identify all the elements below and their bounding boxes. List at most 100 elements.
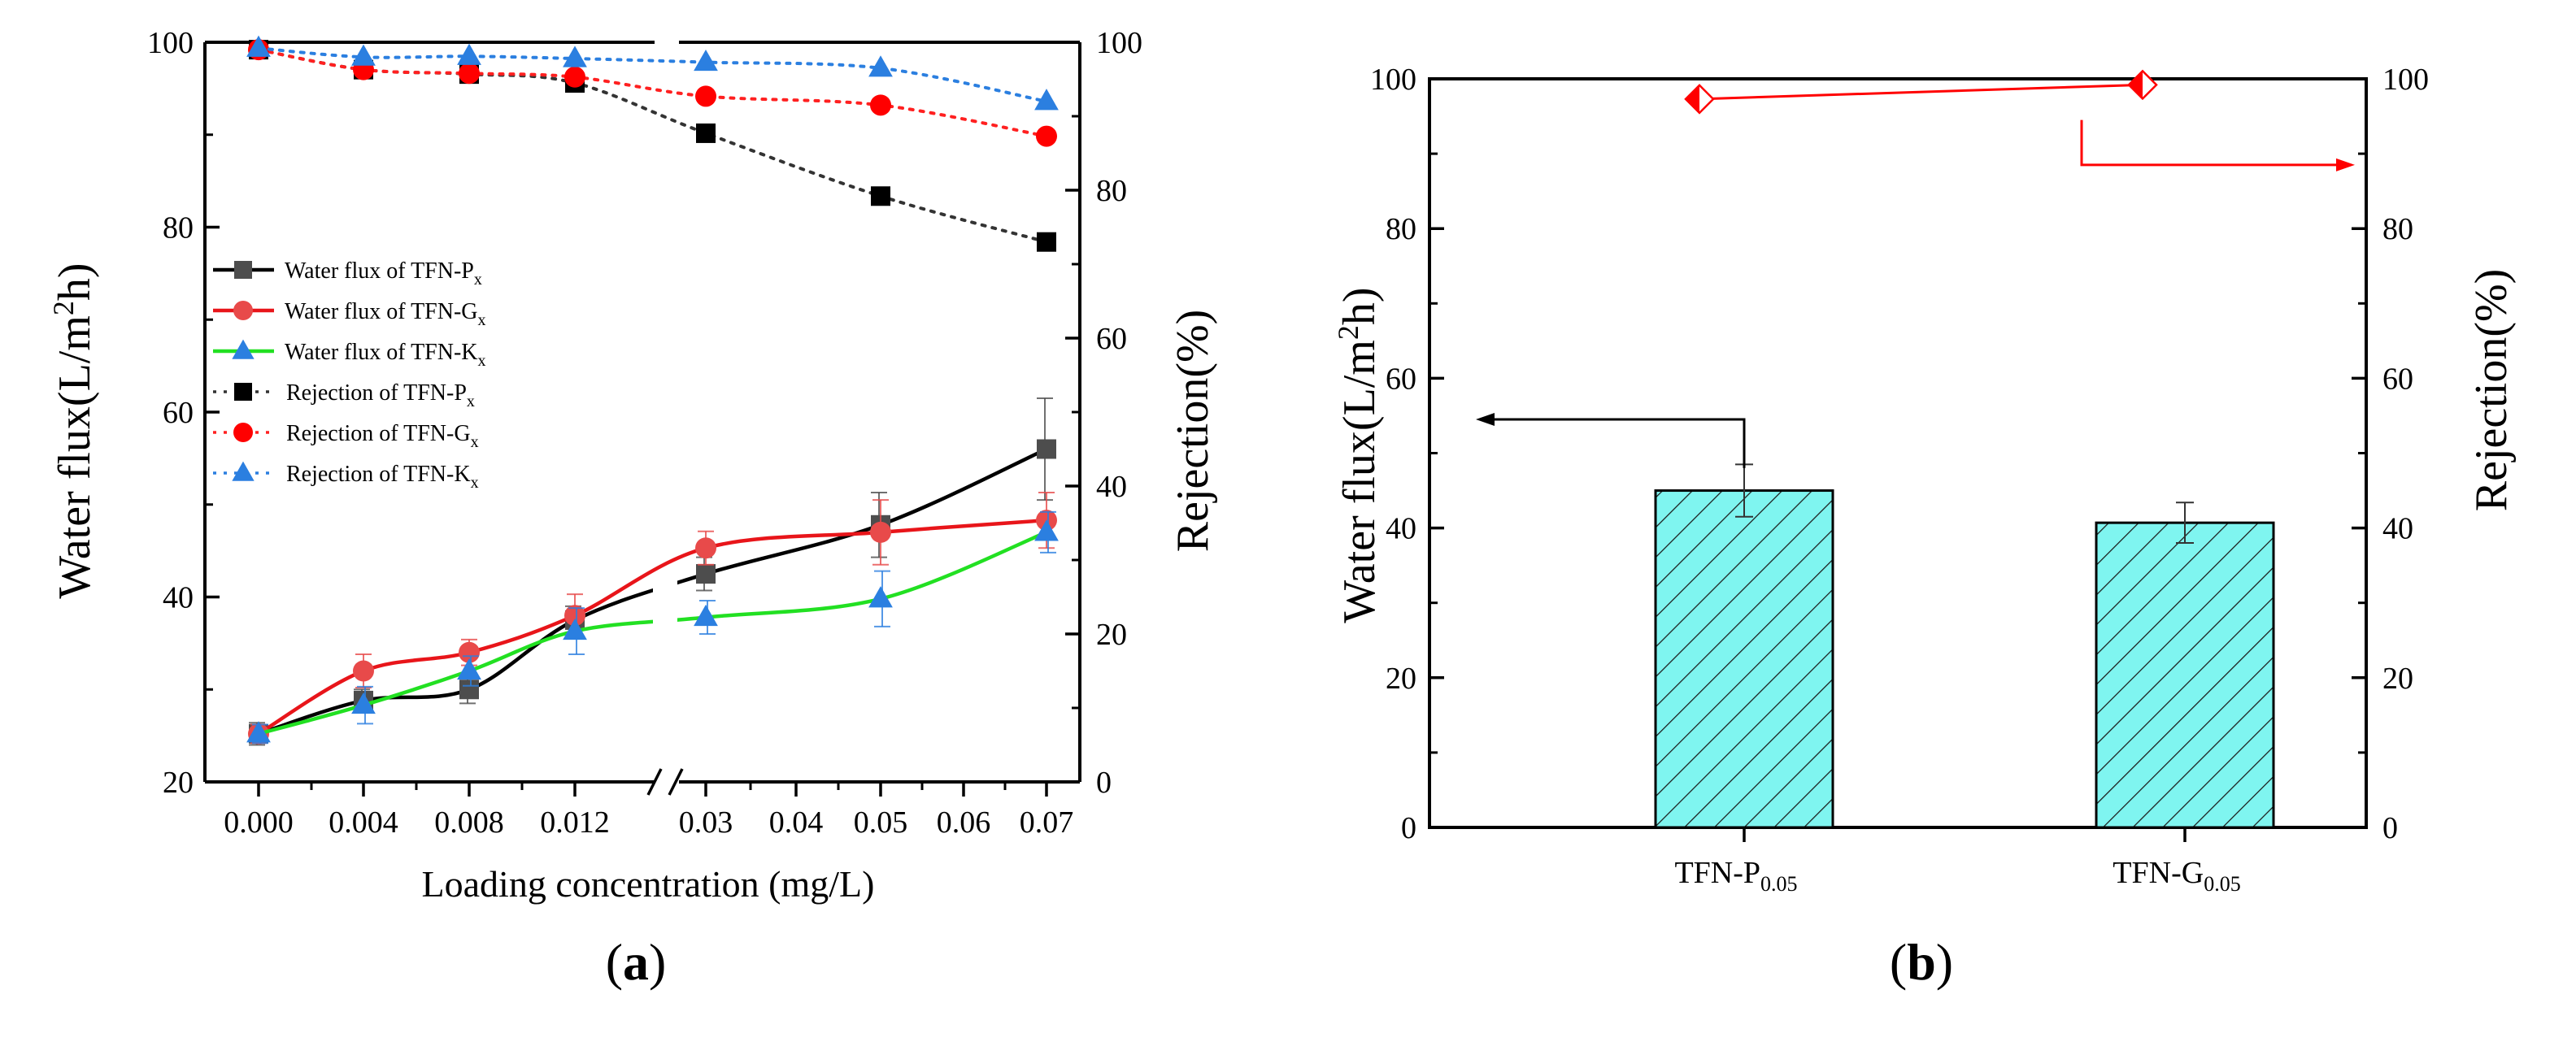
legend-label-sub: x	[478, 311, 486, 329]
chart-a-xtick-label: 0.008	[434, 805, 504, 840]
chart-a-ytick-left-label: 80	[163, 211, 194, 245]
chart-a-xtick-label: 0.000	[224, 805, 294, 840]
chart-b-ytick-right-label: 40	[2382, 512, 2413, 546]
chart-a-point	[871, 186, 890, 206]
chart-a-xtick-label: 0.03	[679, 805, 733, 840]
chart-b-xtick-label: TFN-G0.05	[2113, 856, 2240, 896]
legend-label-base: Rejection of TFN-G	[286, 421, 471, 446]
chart-a-series-line	[257, 46, 1048, 103]
legend-label-base: Water flux of TFN-K	[285, 340, 478, 365]
chart-a-point	[1037, 232, 1056, 252]
chart-b-ytick-left-label: 80	[1386, 212, 1416, 246]
chart-a-axis-break-mark	[668, 768, 684, 796]
legend-label-sub: x	[467, 393, 475, 410]
chart-a-legend-label: Water flux of TFN-Px	[285, 258, 482, 289]
legend-label-sub: x	[471, 433, 479, 451]
chart-a-xtick-label: 0.05	[854, 805, 908, 840]
chart-a-axes: 20 40 60 80 100 0 20 40 60 80 100 0.000 0.004 0.008 0.…	[147, 26, 1142, 840]
chart-b-panel-label: (b)	[1890, 933, 1953, 991]
chart-a-legend-label: Rejection of TFN-Px	[286, 380, 475, 410]
chart-a-series-line	[257, 48, 1048, 138]
xtick-label-sub: 0.05	[2204, 872, 2241, 896]
chart-b-rejection-line	[1699, 83, 2143, 101]
chart-b-ytick-left-label: 60	[1386, 362, 1416, 396]
chart-a-xtick-label: 0.07	[1020, 805, 1074, 840]
chart-a-series-line	[256, 447, 1049, 736]
chart-a-point	[563, 618, 587, 640]
chart-a-axis-break-mark	[646, 768, 663, 796]
chart-a-point	[868, 55, 893, 77]
legend-label-base: Rejection of TFN-K	[286, 462, 471, 487]
chart-b-bar	[2095, 521, 2275, 829]
legend-label-sub: x	[471, 474, 479, 492]
chart-b-ytick-left-label: 0	[1401, 811, 1416, 845]
chart-a-series-line	[257, 48, 1048, 244]
chart-b-ytick-right-label: 100	[2382, 63, 2429, 97]
legend-label-base: Rejection of TFN-P	[286, 380, 467, 406]
chart-a-xlabel: Loading concentration (mg/L)	[422, 863, 875, 905]
chart-a-ylabel-left-sup: 2	[47, 301, 80, 315]
chart-a-point	[457, 43, 481, 65]
chart-b-right-axis-arrow	[2080, 119, 2342, 167]
xtick-label-sub: 0.05	[1760, 872, 1798, 896]
legend-label-base: Water flux of TFN-G	[285, 299, 478, 324]
chart-b-panel-letter: b	[1907, 933, 1936, 991]
chart-a-point	[246, 721, 271, 743]
chart-a-xtick-label: 0.04	[769, 805, 824, 840]
legend-label-base: Water flux of TFN-P	[285, 258, 474, 284]
chart-a-ytick-right-label: 80	[1096, 174, 1127, 208]
chart-a-legend-marker	[233, 301, 253, 320]
legend-label-sub: x	[478, 352, 486, 370]
chart-b-right-axis-arrowhead	[2336, 158, 2355, 171]
chart-b-ylabel-left-end: h)	[1334, 287, 1385, 325]
chart-a-ytick-right-label: 20	[1096, 618, 1127, 652]
chart-a-point	[246, 35, 271, 57]
chart-b-ylabel-right: Rejection(%)	[2466, 269, 2517, 512]
chart-b-ytick-right-label: 80	[2382, 212, 2413, 246]
chart-b-left-axis-arrow	[1488, 418, 1746, 468]
chart-a-series	[246, 35, 1059, 746]
chart-a-ylabel-left-main: Water flux(L/m	[50, 315, 100, 598]
chart-a-point	[563, 46, 587, 67]
chart-a-point	[353, 660, 374, 682]
xtick-label-base: TFN-P	[1674, 856, 1760, 890]
chart-b-ytick-right-label: 0	[2382, 811, 2398, 845]
chart-b-ytick-right-label: 60	[2382, 362, 2413, 396]
chart-a-point	[695, 85, 716, 107]
chart-a-ytick-right-label: 0	[1096, 766, 1112, 800]
diamond-half-fill	[2129, 71, 2143, 99]
chart-a-break-gap	[653, 578, 677, 644]
chart-b-series	[1476, 69, 2355, 829]
chart-a-point	[694, 49, 718, 72]
chart-a-point	[351, 692, 376, 714]
chart-a-ytick-right-label: 60	[1096, 322, 1127, 356]
chart-a-point	[459, 679, 479, 700]
chart-a-ylabel-left: Water flux(L/m2h)	[47, 263, 100, 598]
chart-b-bar	[1654, 489, 1834, 829]
xtick-label-base: TFN-G	[2113, 856, 2204, 890]
chart-b-ylabel-left: Water flux(L/m2h)	[1332, 287, 1385, 623]
chart-a-ytick-left-label: 40	[163, 581, 194, 615]
chart-a-point	[564, 66, 585, 88]
chart-b-ylabel-left-sup: 2	[1332, 325, 1364, 340]
chart-b-xtick-label: TFN-P0.05	[1674, 856, 1797, 896]
chart-a-point	[696, 564, 716, 584]
chart-a-point	[695, 537, 716, 559]
chart-b-rejection-point	[2127, 69, 2158, 101]
chart-a-ytick-left-label: 100	[147, 26, 194, 60]
chart-a-legend-marker	[233, 423, 253, 442]
chart-a-point	[564, 605, 585, 627]
chart-a: 20 40 60 80 100 0 20 40 60 80 100 0.000 0.004 0.008 0.…	[47, 26, 1218, 991]
chart-a-series-4	[248, 39, 1057, 147]
chart-a-point	[696, 123, 716, 143]
chart-a-legend-label: Rejection of TFN-Gx	[286, 421, 479, 451]
chart-a-legend-label: Water flux of TFN-Gx	[285, 299, 486, 329]
chart-a-point	[459, 641, 480, 663]
chart-a-series-line	[256, 530, 1049, 736]
chart-b-left-axis-arrowhead	[1476, 413, 1495, 427]
chart-a-point	[351, 44, 376, 66]
chart-b-ytick-left-label: 100	[1370, 63, 1416, 97]
chart-b-rejection-point	[1684, 84, 1715, 115]
